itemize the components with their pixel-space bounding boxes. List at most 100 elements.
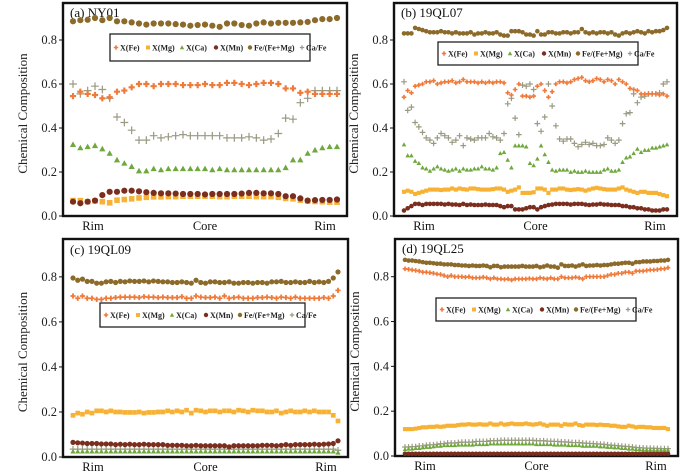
data-point — [660, 91, 666, 97]
data-point — [264, 448, 270, 454]
data-point — [519, 82, 526, 88]
data-point — [292, 448, 299, 454]
data-point — [112, 294, 119, 301]
data-point — [513, 422, 518, 427]
data-point — [527, 276, 532, 281]
data-point — [289, 115, 297, 124]
data-point — [538, 81, 544, 87]
data-point — [549, 103, 556, 109]
data-point — [472, 79, 477, 85]
data-point — [183, 279, 190, 286]
data-point — [201, 191, 209, 198]
data-point — [569, 275, 575, 281]
data-point — [128, 84, 135, 91]
data-point — [172, 190, 179, 197]
data-point — [505, 264, 511, 269]
data-point — [157, 80, 165, 88]
data-point — [112, 448, 119, 454]
data-point — [226, 295, 232, 301]
data-point — [541, 114, 548, 120]
data-point — [254, 294, 261, 301]
data-point — [402, 266, 408, 272]
data-point — [179, 21, 187, 28]
data-point — [406, 427, 411, 432]
data-point — [542, 187, 547, 192]
data-point — [505, 451, 511, 457]
data-point — [541, 451, 546, 457]
data-point — [631, 189, 636, 194]
legend-box — [437, 41, 639, 66]
data-point — [635, 190, 640, 195]
legend-label: Fe/(Fe+Mg) — [582, 50, 623, 59]
data-point — [297, 295, 303, 301]
data-point — [664, 93, 670, 99]
data-point — [626, 423, 631, 428]
data-point — [169, 279, 175, 286]
data-point — [77, 200, 84, 207]
data-point — [487, 264, 493, 270]
data-point — [221, 448, 228, 454]
data-point — [333, 143, 341, 150]
data-point — [487, 451, 493, 457]
data-point — [498, 421, 504, 426]
data-point — [573, 451, 578, 457]
data-point — [633, 425, 639, 430]
data-point — [409, 189, 414, 194]
data-point — [594, 274, 600, 279]
data-point — [406, 446, 411, 451]
data-point — [269, 294, 275, 301]
data-point — [626, 446, 632, 451]
data-point — [150, 294, 157, 300]
legend-marker — [507, 51, 513, 56]
data-point — [642, 31, 648, 36]
data-point — [561, 186, 566, 191]
data-point — [505, 90, 511, 96]
data-point — [612, 81, 618, 87]
data-point — [544, 276, 550, 282]
data-point — [653, 28, 659, 34]
data-point — [482, 135, 489, 141]
data-point — [658, 447, 664, 452]
data-point — [127, 410, 133, 415]
data-point — [402, 451, 408, 457]
data-point — [146, 442, 152, 448]
chart-panel-d: (d) 19QL25 0.0 0.2 0.4 0.6 0.8 Chemical Compos… — [347, 237, 680, 473]
data-point — [490, 167, 496, 172]
legend-label: X(Mg) — [152, 44, 175, 53]
data-point — [635, 146, 640, 151]
data-point — [267, 79, 275, 86]
data-point — [512, 115, 519, 121]
legend-marker — [539, 307, 545, 312]
data-point — [486, 130, 493, 137]
legend-label: Fe/(Fe+Mg) — [254, 44, 295, 53]
data-point — [638, 91, 644, 97]
data-point — [186, 131, 195, 140]
legend-label: X(Mn) — [548, 50, 571, 59]
data-point — [490, 31, 496, 36]
data-point — [505, 203, 511, 209]
data-point — [495, 422, 500, 427]
data-point — [311, 197, 319, 204]
data-point — [615, 271, 621, 276]
data-point — [498, 151, 503, 156]
data-point — [512, 143, 518, 148]
data-point — [519, 276, 525, 282]
data-point — [575, 30, 581, 35]
data-point — [108, 278, 114, 284]
data-point — [84, 143, 91, 150]
data-point — [609, 78, 614, 83]
data-point — [457, 31, 462, 36]
x-tick-label: Core — [193, 219, 218, 233]
data-point — [541, 442, 546, 447]
data-point — [538, 143, 544, 148]
data-point — [441, 262, 447, 267]
data-point — [113, 188, 121, 195]
x-tick-label: Core — [524, 459, 549, 473]
data-point — [619, 271, 625, 276]
legend-marker — [573, 307, 579, 312]
data-point — [523, 421, 528, 426]
data-point — [264, 442, 270, 448]
data-point — [420, 269, 426, 275]
data-point — [579, 187, 584, 192]
data-point — [580, 423, 585, 428]
